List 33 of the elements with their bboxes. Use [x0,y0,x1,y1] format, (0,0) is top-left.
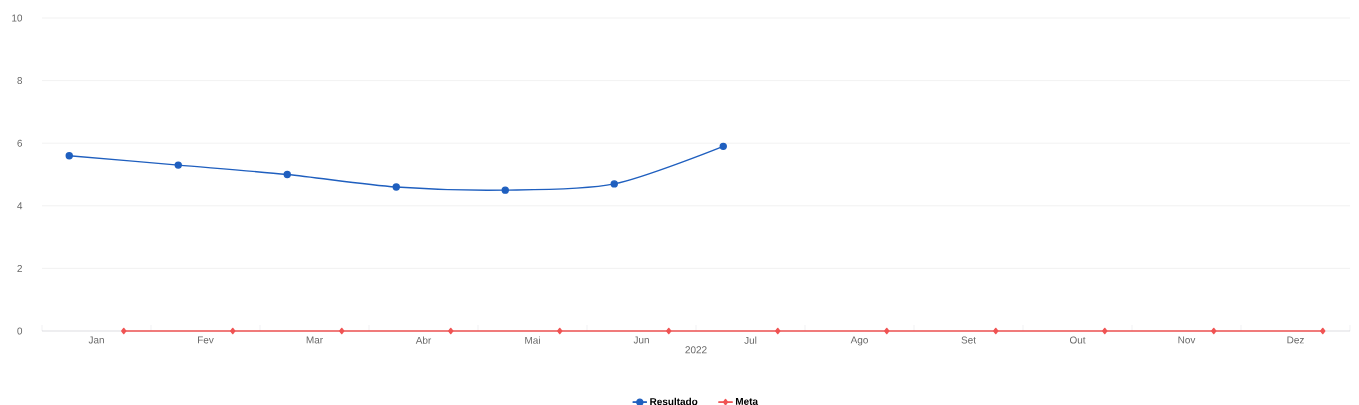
x-tick-label: Mai [525,336,540,344]
x-tick-label: Dez [1287,336,1304,344]
point [339,327,345,335]
x-axis-title: 2022 [685,346,707,354]
legend-label: Resultado [650,397,698,405]
x-tick-label: Jun [633,336,649,344]
x-tick-label: Set [961,336,976,344]
point [230,327,236,335]
x-tick-label: Nov [1178,336,1196,344]
y-tick-label: 8 [17,77,23,85]
y-tick-label: 0 [17,327,23,335]
point [1320,327,1326,335]
y-tick-label: 10 [12,14,23,22]
x-tick-label: Out [1069,336,1086,344]
point [121,327,127,335]
x-tick-label: Ago [850,336,868,346]
point [666,327,672,335]
point [884,327,890,335]
point [1211,327,1217,335]
y-tick-label: 4 [17,202,23,210]
legend-label: Meta [735,397,759,405]
point [1102,327,1108,335]
point [993,327,999,335]
x-tick-label: Jan [88,336,104,344]
x-tick-label: Jul [744,336,757,344]
x-tick-label: Abr [415,336,432,344]
y-tick-label: 6 [17,139,23,147]
x-tick-label: Fev [198,336,214,344]
y-tick-label: 2 [17,264,22,272]
point [775,327,781,335]
x-tick-label: Mar [306,336,323,344]
point [448,327,454,335]
point [557,327,563,335]
